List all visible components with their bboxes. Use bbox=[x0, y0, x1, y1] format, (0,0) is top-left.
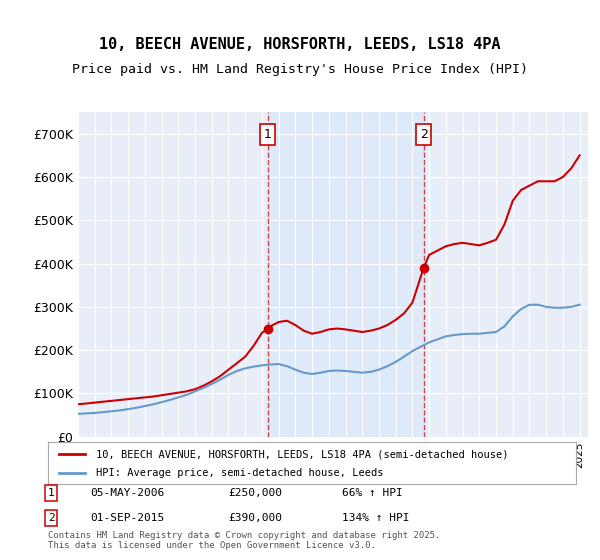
Text: 01-SEP-2015: 01-SEP-2015 bbox=[90, 513, 164, 523]
Text: 1: 1 bbox=[47, 488, 55, 498]
Text: Contains HM Land Registry data © Crown copyright and database right 2025.
This d: Contains HM Land Registry data © Crown c… bbox=[48, 530, 440, 550]
Text: 05-MAY-2006: 05-MAY-2006 bbox=[90, 488, 164, 498]
Text: 10, BEECH AVENUE, HORSFORTH, LEEDS, LS18 4PA (semi-detached house): 10, BEECH AVENUE, HORSFORTH, LEEDS, LS18… bbox=[95, 449, 508, 459]
Text: 66% ↑ HPI: 66% ↑ HPI bbox=[342, 488, 403, 498]
Bar bbox=[268, 112, 424, 437]
Text: 1: 1 bbox=[263, 128, 272, 141]
Text: 10, BEECH AVENUE, HORSFORTH, LEEDS, LS18 4PA: 10, BEECH AVENUE, HORSFORTH, LEEDS, LS18… bbox=[99, 38, 501, 52]
Text: £250,000: £250,000 bbox=[228, 488, 282, 498]
Text: £390,000: £390,000 bbox=[228, 513, 282, 523]
Text: 2: 2 bbox=[419, 128, 428, 141]
Text: 134% ↑ HPI: 134% ↑ HPI bbox=[342, 513, 409, 523]
Text: Price paid vs. HM Land Registry's House Price Index (HPI): Price paid vs. HM Land Registry's House … bbox=[72, 63, 528, 77]
Text: HPI: Average price, semi-detached house, Leeds: HPI: Average price, semi-detached house,… bbox=[95, 468, 383, 478]
Text: 2: 2 bbox=[47, 513, 55, 523]
